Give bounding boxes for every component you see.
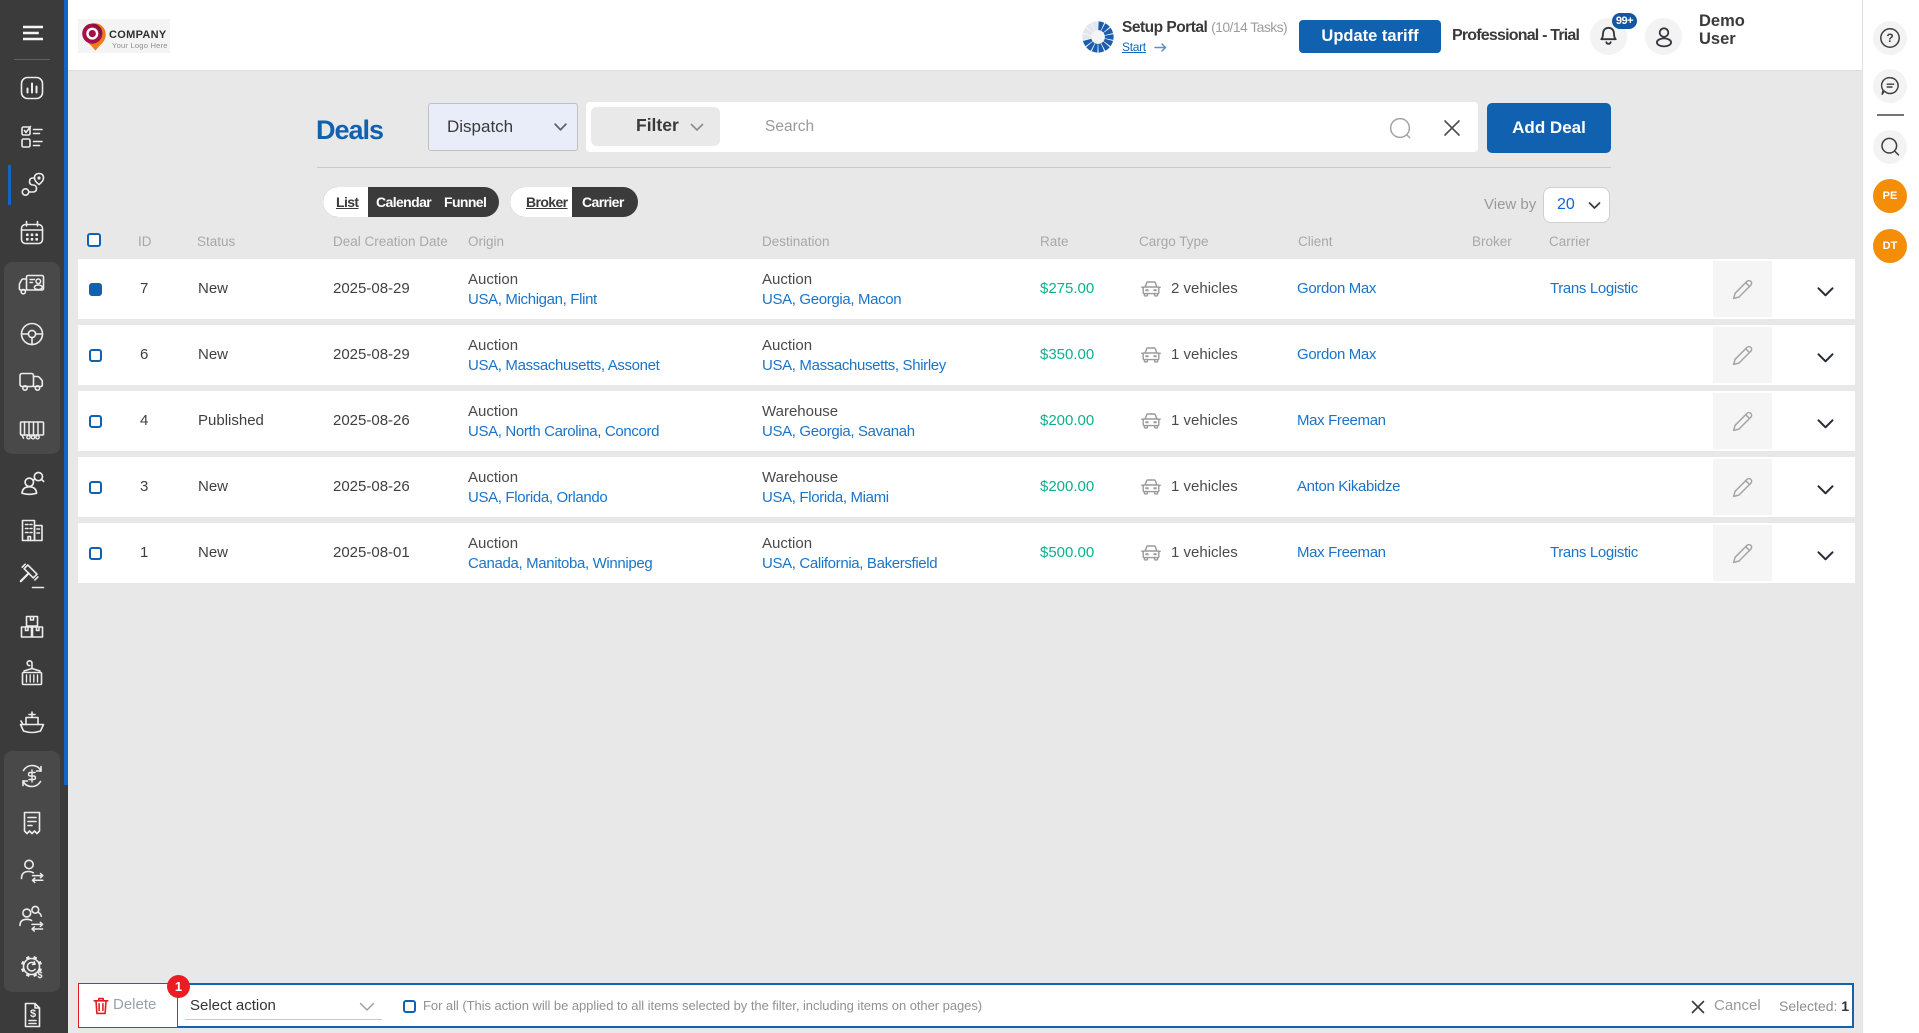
svg-text:?: ?: [1886, 31, 1893, 45]
svg-text:COMPANY: COMPANY: [109, 29, 167, 41]
svg-text:Your Logo Here: Your Logo Here: [112, 41, 168, 50]
svg-text:$: $: [38, 970, 43, 980]
svg-text:$: $: [30, 1008, 36, 1020]
